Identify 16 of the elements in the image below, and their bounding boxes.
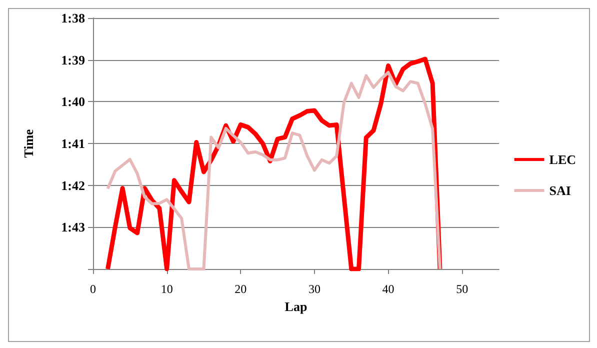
y-tick-label: 1:39	[61, 52, 86, 68]
x-tick-label: 50	[456, 282, 468, 296]
y-tick-label: 1:38	[61, 10, 86, 26]
x-tick-label: 30	[308, 282, 320, 296]
x-tick-label: 0	[90, 282, 96, 296]
x-tick-label: 40	[382, 282, 394, 296]
y-tick-label: 1:43	[61, 220, 86, 235]
x-tick-label: 10	[160, 282, 173, 296]
legend-label: LEC	[549, 152, 576, 167]
y-tick-label: 1:40	[61, 94, 85, 110]
y-tick-label: 1:42	[61, 178, 85, 193]
legend-label: SAI	[549, 183, 571, 198]
y-tick-label: 1:41	[61, 136, 85, 151]
y-axis-title: Time	[21, 128, 36, 158]
x-axis-title: Lap	[284, 298, 308, 314]
x-tick-label: 20	[234, 282, 247, 296]
